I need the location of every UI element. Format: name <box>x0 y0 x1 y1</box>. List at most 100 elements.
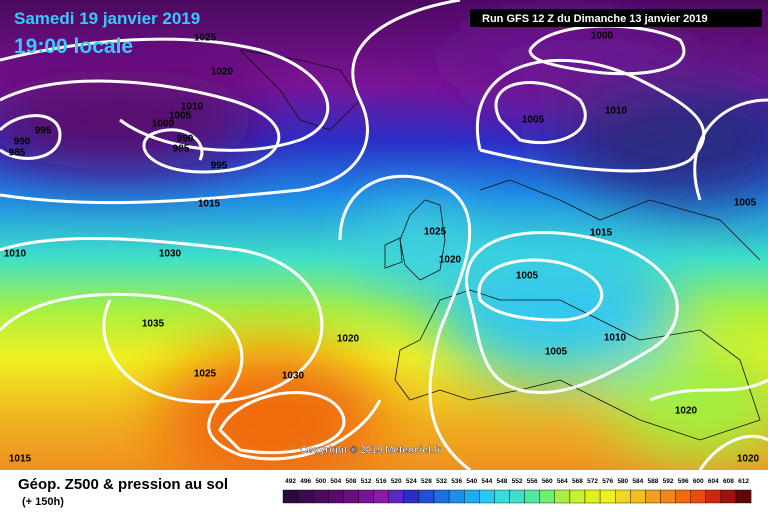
isobar-label: 1030 <box>282 371 305 382</box>
scale-swatch <box>690 489 707 504</box>
scale-swatch <box>418 489 435 504</box>
isobar-label: 1010 <box>604 333 627 344</box>
scale-label: 580 <box>617 478 628 485</box>
isobar-labels: 1025102010101005100099599098599098599510… <box>4 31 760 465</box>
scale-swatch <box>584 489 601 504</box>
scale-swatch <box>388 489 405 504</box>
scale-swatch <box>645 489 661 504</box>
scale-label: 528 <box>421 478 432 485</box>
isobar-label: 1020 <box>737 454 760 465</box>
scale-swatch <box>599 489 616 504</box>
scale-swatch <box>539 489 556 504</box>
scale-label: 600 <box>693 478 704 485</box>
isobar-label: 1005 <box>734 198 757 209</box>
isobars <box>0 0 768 470</box>
footer-title: Géop. Z500 & pression au sol <box>18 476 228 493</box>
scale-label: 500 <box>315 478 326 485</box>
scale-label: 516 <box>376 478 387 485</box>
scale-label: 512 <box>361 478 372 485</box>
scale-label: 608 <box>723 478 734 485</box>
isobar-label: 1030 <box>159 249 182 260</box>
scale-swatch <box>630 489 646 504</box>
field-blobs <box>0 20 768 490</box>
scale-swatch <box>479 489 495 504</box>
scale-label: 612 <box>738 478 749 485</box>
isobar-label: 985 <box>173 144 190 155</box>
scale-swatch <box>328 489 344 504</box>
scale-label: 544 <box>481 478 492 485</box>
scale-label: 492 <box>285 478 296 485</box>
isobar-label: 1015 <box>9 454 32 465</box>
isobar-label: 1010 <box>4 249 27 260</box>
scale-swatch <box>464 489 480 504</box>
isobar-label: 1015 <box>590 228 613 239</box>
run-box <box>470 9 762 27</box>
scale-label: 536 <box>451 478 462 485</box>
copyright: Copyright © 2019 Meteociel.fr <box>300 445 441 456</box>
isobar-label: 1005 <box>545 347 568 358</box>
scale-label: 592 <box>663 478 674 485</box>
scale-swatch <box>569 489 586 504</box>
scale-label: 548 <box>497 478 508 485</box>
scale-label: 552 <box>512 478 523 485</box>
color-scale: 492 496 500 504 508 512 516 520 524 528 532 536 540 5… <box>282 478 752 504</box>
scale-label: 504 <box>330 478 341 485</box>
scale-label: 524 <box>406 478 417 485</box>
scale-label: 520 <box>391 478 402 485</box>
valid-date: Samedi 19 janvier 2019 <box>14 9 200 28</box>
scale-label: 560 <box>542 478 553 485</box>
scale-label: 508 <box>346 478 357 485</box>
scale-swatch <box>448 489 465 504</box>
scale-label: 540 <box>466 478 477 485</box>
scale-label: 556 <box>527 478 538 485</box>
scale-label: 584 <box>632 478 643 485</box>
scale-label: 564 <box>557 478 568 485</box>
scale-label: 576 <box>602 478 613 485</box>
footer-lead: (+ 150h) <box>22 496 64 508</box>
isobar-label: 1015 <box>198 199 221 210</box>
isobar-label: 1005 <box>522 115 545 126</box>
scale-label: 532 <box>436 478 447 485</box>
isobar-label: 1020 <box>439 255 462 266</box>
scale-swatch <box>509 489 525 504</box>
scale-swatch <box>705 489 722 504</box>
coastlines <box>238 49 761 441</box>
isobar-label: 1025 <box>424 227 447 238</box>
scale-label: 604 <box>708 478 719 485</box>
scale-label: 572 <box>587 478 598 485</box>
scale-label: 596 <box>678 478 689 485</box>
isobar-label: 985 <box>9 148 26 159</box>
scale-swatch <box>297 489 314 504</box>
scale-swatch <box>554 489 571 504</box>
isobar-label: 1005 <box>169 111 192 122</box>
isobar-label: 1000 <box>591 31 614 42</box>
scale-swatch <box>433 489 450 504</box>
scale-swatch <box>524 489 540 504</box>
isobar-label: 990 <box>177 134 194 145</box>
scale-label: 568 <box>572 478 583 485</box>
isobar-label: 1010 <box>181 102 204 113</box>
scale-swatch <box>358 489 374 504</box>
isobar-label: 1035 <box>142 319 165 330</box>
isobar-label: 1020 <box>675 406 698 417</box>
isobar-label: 1020 <box>337 334 360 345</box>
isobar-label: 990 <box>14 137 31 148</box>
isobar-label: 1025 <box>194 33 217 44</box>
isobar-label: 1010 <box>605 106 628 117</box>
isobar-label: 995 <box>211 161 228 172</box>
scale-swatch <box>343 489 359 504</box>
scale-swatch <box>660 489 676 504</box>
scale-swatch <box>675 489 691 504</box>
isobar-label: 1000 <box>152 119 175 130</box>
isobar-label: 1020 <box>211 67 234 78</box>
scale-swatch <box>373 489 389 504</box>
scale-swatch <box>494 489 510 504</box>
scale-swatch <box>615 489 631 504</box>
scale-label: 496 <box>300 478 311 485</box>
run-info: Run GFS 12 Z du Dimanche 13 janvier 2019 <box>482 13 708 25</box>
valid-time: 19:00 locale <box>14 35 133 58</box>
scale-swatch <box>282 489 299 504</box>
scale-swatch <box>403 489 420 504</box>
